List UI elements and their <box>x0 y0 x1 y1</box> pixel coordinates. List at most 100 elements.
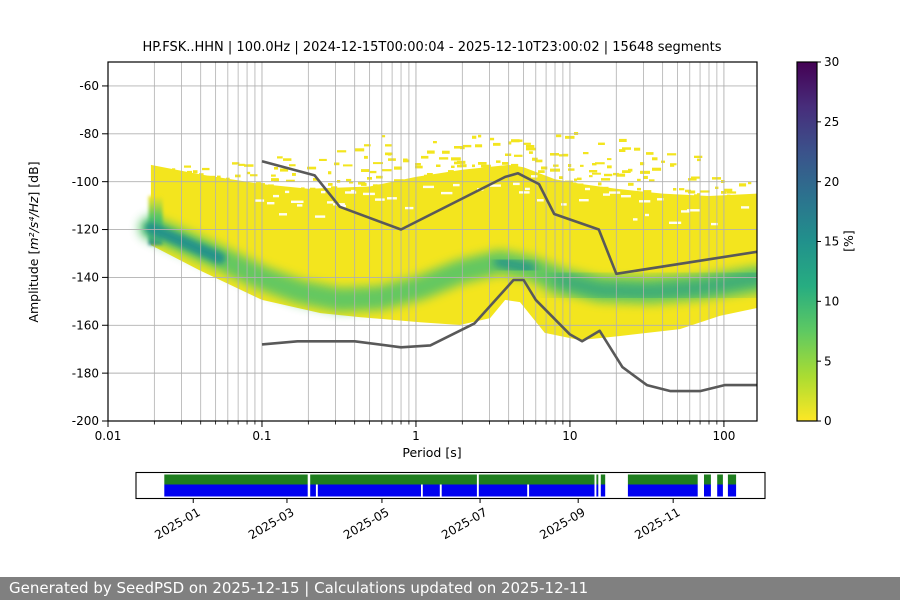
speckle <box>688 178 697 181</box>
speckle <box>499 172 505 176</box>
speckle <box>436 164 441 167</box>
speckle <box>301 187 305 190</box>
speckle <box>700 198 709 201</box>
hole <box>603 193 610 196</box>
speckle <box>682 200 691 203</box>
speckle <box>277 190 282 193</box>
speckle <box>259 195 264 199</box>
speckle <box>523 142 531 145</box>
speckle <box>208 178 212 181</box>
speckle <box>718 205 728 209</box>
speckle <box>691 176 700 179</box>
speckle <box>253 194 260 197</box>
hole <box>681 210 690 213</box>
speckle <box>514 176 524 179</box>
coverage-segment-green <box>164 474 308 485</box>
x-tick-label: 100 <box>712 429 735 443</box>
speckle <box>361 169 370 172</box>
speckle <box>664 195 668 199</box>
hole <box>285 190 290 194</box>
speckle <box>247 171 251 175</box>
speckle <box>202 167 210 171</box>
speckle <box>205 184 215 188</box>
ppsd-heatmap <box>138 132 757 341</box>
speckle <box>208 175 216 179</box>
coverage-segment-green <box>704 474 711 485</box>
y-tick-label: -140 <box>72 271 99 285</box>
speckle <box>394 166 402 170</box>
speckle <box>637 187 641 191</box>
speckle <box>571 182 577 186</box>
speckle <box>229 189 238 193</box>
speckle <box>484 168 490 171</box>
speckle <box>559 176 563 180</box>
speckle <box>451 165 455 168</box>
speckle <box>352 194 361 198</box>
speckle <box>580 164 584 167</box>
hole <box>297 204 303 207</box>
hole <box>609 191 621 194</box>
speckle <box>649 179 655 182</box>
speckle <box>550 153 559 156</box>
speckle <box>643 175 648 179</box>
speckle <box>472 164 475 168</box>
speckle <box>730 198 736 202</box>
speckle <box>577 177 582 181</box>
speckle <box>454 146 464 149</box>
speckle <box>622 147 631 150</box>
speckle <box>583 152 589 155</box>
speckle <box>373 184 378 187</box>
x-axis-label: Period [s] <box>402 445 461 460</box>
speckle <box>256 182 261 185</box>
speckle <box>310 187 316 191</box>
coverage-segment-green <box>478 474 595 485</box>
speckle <box>340 190 345 193</box>
speckle <box>451 157 461 161</box>
coverage-segment-blue <box>441 484 477 497</box>
speckle <box>595 162 605 165</box>
hole <box>321 190 326 194</box>
speckle <box>718 201 724 205</box>
colorbar-tick-label: 5 <box>824 354 832 368</box>
speckle <box>628 182 634 186</box>
speckle <box>628 168 633 172</box>
speckle <box>568 168 575 171</box>
speckle <box>658 202 662 206</box>
speckle <box>727 194 731 198</box>
noise-model-lines <box>261 160 757 393</box>
y-tick-label: -100 <box>72 175 99 189</box>
speckle <box>553 164 559 167</box>
hole <box>351 189 356 193</box>
speckle <box>502 162 509 165</box>
speckle <box>205 186 215 190</box>
speckle <box>193 170 198 174</box>
speckle <box>331 186 338 189</box>
speckle <box>265 189 274 192</box>
speckle <box>574 178 578 181</box>
speckle <box>499 169 509 172</box>
speckle <box>325 196 335 199</box>
speckle <box>373 162 383 165</box>
speckle <box>349 181 354 184</box>
speckle <box>679 198 688 201</box>
hole <box>513 182 520 186</box>
speckle <box>370 170 377 174</box>
ppsd-mode-core-mid <box>493 256 536 275</box>
coverage-tick-label: 2025-01 <box>152 505 202 542</box>
speckle <box>391 193 398 197</box>
speckle <box>361 182 367 186</box>
speckle <box>601 186 609 190</box>
speckle <box>592 172 601 175</box>
speckle <box>619 149 626 152</box>
speckle <box>496 160 501 163</box>
coverage-segment-blue <box>727 484 737 497</box>
speckle <box>211 186 218 190</box>
speckle <box>670 164 675 167</box>
speckle <box>199 184 204 187</box>
speckle <box>598 142 605 145</box>
coverage-segment-blue <box>717 484 723 497</box>
speckle <box>475 144 483 148</box>
speckle <box>301 194 307 198</box>
coverage-segment-green <box>717 474 723 485</box>
speckle <box>412 179 421 183</box>
